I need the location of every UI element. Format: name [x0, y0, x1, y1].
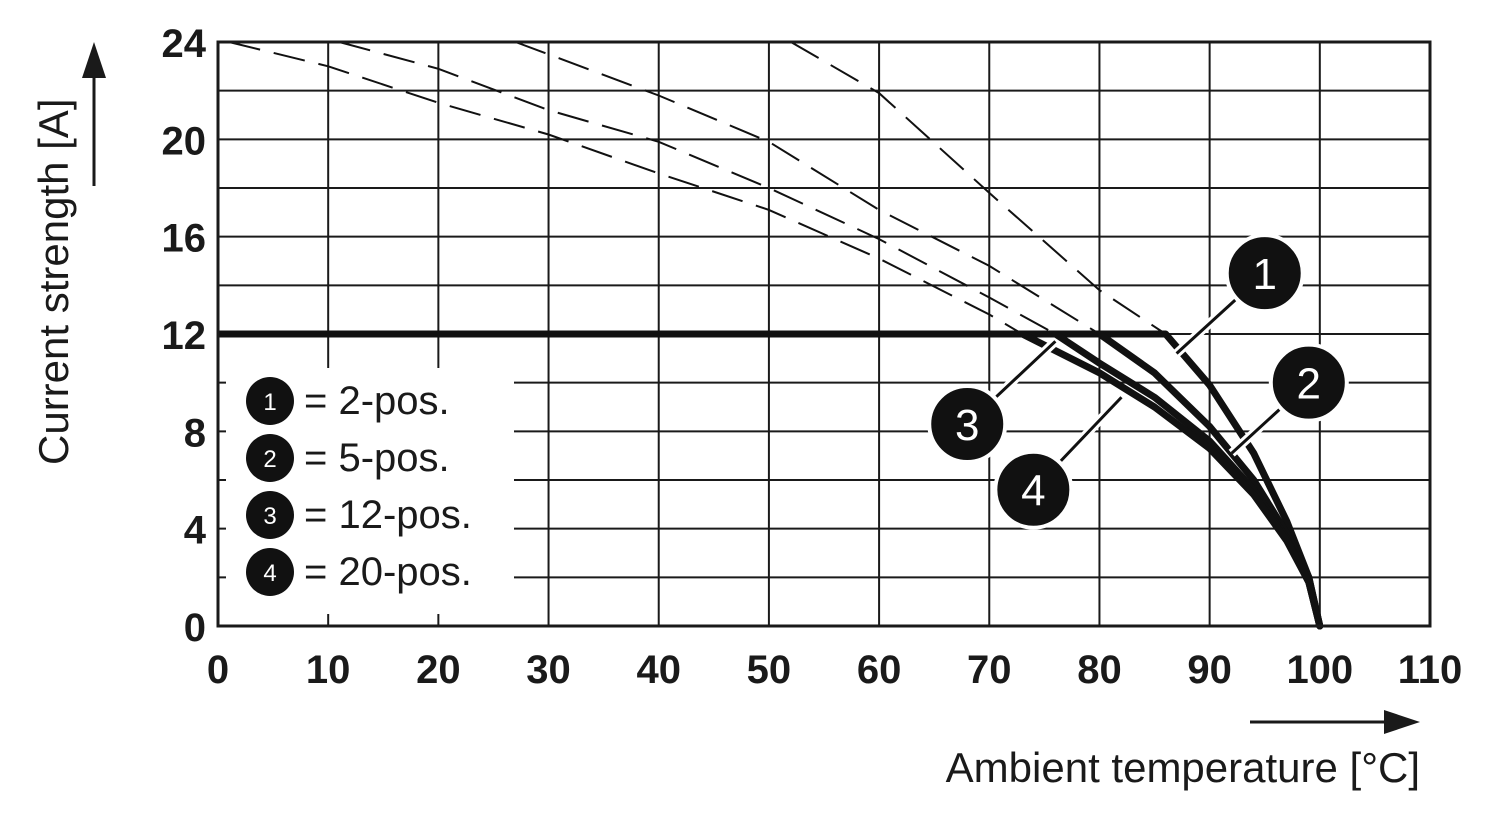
callout-marker-icon [927, 384, 1008, 465]
x-tick-label: 20 [416, 648, 461, 692]
legend-marker-icon [246, 377, 294, 425]
y-axis-title: Current strength [A] [30, 42, 106, 465]
callout-marker-icon [1268, 342, 1349, 423]
series-4-dashed-line [228, 41, 1023, 335]
legend-marker-icon [246, 548, 294, 596]
series-1-dashed-line [790, 41, 1167, 335]
series-4-solid-line [1018, 330, 1324, 630]
callouts: 1 2 34 [927, 233, 1349, 530]
legend-marker-icon [246, 491, 294, 539]
legend-marker-number: 3 [263, 503, 276, 530]
y-tick-label: 0 [184, 606, 206, 650]
legend-entry-text: = 20-pos. [304, 550, 472, 594]
y-tick-label: 20 [162, 119, 207, 163]
x-tick-label: 60 [857, 648, 902, 692]
y-tick-label: 12 [162, 314, 207, 358]
y-tick-label: 4 [184, 509, 207, 553]
x-tick-label: 50 [747, 648, 792, 692]
y-tick-label: 8 [184, 411, 206, 455]
legend-marker-number: 4 [263, 560, 276, 587]
x-axis-arrow-head [1384, 710, 1420, 734]
x-tick-label: 40 [636, 648, 681, 692]
y-tick-label: 16 [162, 217, 207, 261]
legend-entry-text: = 5-pos. [304, 436, 450, 480]
y-axis-label: Current strength [A] [30, 99, 77, 466]
legend-entry-text: = 12-pos. [304, 493, 472, 537]
series-2-dashed-line [515, 41, 1101, 335]
x-tick-label: 70 [967, 648, 1012, 692]
series-lines [218, 41, 1324, 630]
plot-frame [216, 40, 1432, 628]
x-axis-label: Ambient temperature [°C] [946, 744, 1420, 791]
legend-marker-number: 1 [263, 389, 276, 416]
callout-marker-icon [1224, 233, 1305, 314]
callout-marker-icon [993, 449, 1074, 530]
x-tick-label: 110 [1398, 648, 1463, 692]
legend-marker-number: 2 [263, 446, 276, 473]
callout-marker-number: 2 [1297, 360, 1321, 409]
x-tick-label: 90 [1187, 648, 1232, 692]
x-tick-label: 100 [1286, 648, 1353, 692]
y-tick-label: 24 [162, 22, 207, 66]
y-axis-arrow-head [82, 42, 106, 78]
callout-marker-number: 3 [955, 401, 979, 450]
plot-border [216, 40, 1432, 628]
callout-marker-number: 4 [1021, 467, 1045, 516]
x-tick-label: 10 [306, 648, 351, 692]
x-tick-label: 80 [1077, 648, 1122, 692]
legend-marker-icon [246, 434, 294, 482]
legend: 1 = 2-pos. 2 = 5-pos. 3 = 12-pos. 4 = 20-pos. [226, 368, 514, 614]
callout-marker-number: 1 [1252, 250, 1276, 299]
legend-entry-text: = 2-pos. [304, 379, 450, 423]
series-3-dashed-line [338, 41, 1056, 335]
x-tick-label: 30 [526, 648, 571, 692]
x-tick-label: 0 [207, 648, 229, 692]
x-axis-title: Ambient temperature [°C] [946, 710, 1420, 791]
